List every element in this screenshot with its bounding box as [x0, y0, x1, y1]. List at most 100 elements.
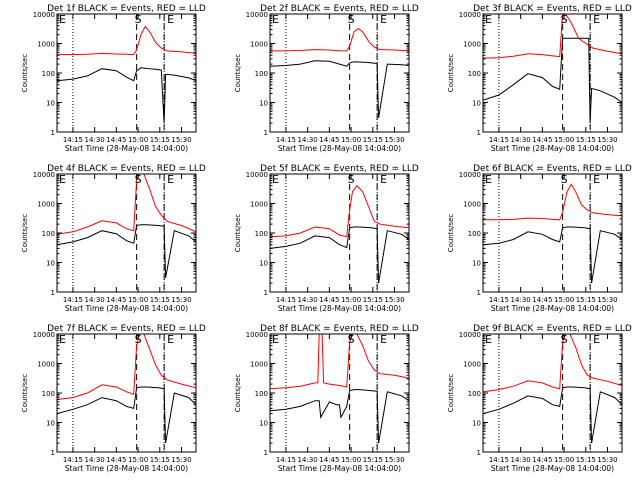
y-tick-label: 1000: [37, 361, 55, 369]
interval-marker-e-left: E: [485, 173, 492, 186]
interval-marker-s: S: [135, 173, 142, 186]
chart-title: Det 1f BLACK = Events, RED = LLD: [47, 4, 206, 14]
series-group: [483, 14, 622, 124]
interval-marker-s: S: [348, 13, 355, 26]
events-series-line: [483, 386, 622, 444]
interval-marker-e-left: E: [59, 173, 66, 186]
y-tick-label: 10: [472, 100, 481, 108]
y-tick-label: 100: [255, 70, 268, 78]
x-tick-label: 15:00: [554, 456, 574, 464]
x-tick-label: 15:30: [384, 136, 404, 144]
x-tick-label: 14:30: [511, 296, 531, 304]
x-tick-label: 14:45: [319, 296, 339, 304]
events-series-line: [270, 226, 409, 284]
x-axis-label: Start Time (28-May-08 14:04:00): [65, 464, 188, 473]
x-tick-label: 14:45: [106, 136, 126, 144]
x-tick-label: 15:30: [384, 296, 404, 304]
x-axis-label: Start Time (28-May-08 14:04:00): [491, 304, 614, 313]
x-tick-label: 15:15: [576, 296, 596, 304]
y-tick-label: 100: [42, 230, 55, 238]
x-tick-label: 15:00: [341, 456, 361, 464]
interval-marker-s: S: [348, 173, 355, 186]
y-tick-label: 1: [51, 129, 55, 137]
x-tick-label: 15:15: [363, 296, 383, 304]
y-tick-label: 10000: [246, 331, 268, 339]
x-tick-label: 15:15: [363, 136, 383, 144]
chart-title: Det 4f BLACK = Events, RED = LLD: [47, 164, 206, 174]
y-tick-label: 1000: [37, 201, 55, 209]
y-tick-label: 100: [468, 390, 481, 398]
x-axis-label: Start Time (28-May-08 14:04:00): [278, 464, 401, 473]
y-axis-label: Counts/sec: [234, 374, 242, 413]
series-group: [483, 183, 622, 284]
y-tick-label: 10000: [459, 11, 481, 19]
x-tick-label: 15:30: [171, 136, 191, 144]
events-series-line: [483, 226, 622, 284]
y-tick-label: 10: [472, 260, 481, 268]
y-tick-label: 100: [42, 70, 55, 78]
y-tick-label: 1: [477, 129, 481, 137]
interval-marker-e-right: E: [593, 173, 600, 186]
interval-marker-s: S: [561, 333, 568, 346]
lld-series-line: [483, 14, 622, 59]
lld-series-line: [270, 27, 409, 52]
x-axis-label: Start Time (28-May-08 14:04:00): [65, 144, 188, 153]
y-tick-label: 1: [51, 449, 55, 457]
interval-marker-e-right: E: [593, 13, 600, 26]
y-tick-label: 1000: [463, 361, 481, 369]
x-axis-label: Start Time (28-May-08 14:04:00): [491, 144, 614, 153]
interval-marker-e-left: E: [485, 333, 492, 346]
events-series-line: [57, 67, 196, 124]
x-tick-label: 14:30: [298, 456, 318, 464]
y-axis-label: Counts/sec: [447, 214, 455, 253]
x-tick-label: 15:30: [597, 296, 617, 304]
y-tick-label: 10000: [459, 171, 481, 179]
y-axis-label: Counts/sec: [447, 54, 455, 93]
y-tick-label: 10: [259, 420, 268, 428]
x-tick-label: 15:15: [150, 296, 170, 304]
interval-marker-e-left: E: [272, 13, 279, 26]
y-tick-label: 10000: [459, 331, 481, 339]
y-tick-label: 1: [477, 449, 481, 457]
y-tick-label: 10: [46, 420, 55, 428]
interval-marker-e-right: E: [167, 173, 174, 186]
interval-marker-e-left: E: [485, 13, 492, 26]
series-group: [57, 25, 196, 124]
x-axis-label: Start Time (28-May-08 14:04:00): [278, 304, 401, 313]
y-axis-label: Counts/sec: [21, 214, 29, 253]
y-tick-label: 10000: [33, 11, 55, 19]
y-tick-label: 10000: [246, 11, 268, 19]
y-tick-label: 10: [46, 260, 55, 268]
events-series-line: [57, 224, 196, 278]
events-series-line: [270, 389, 409, 444]
interval-marker-s: S: [135, 13, 142, 26]
y-axis-label: Counts/sec: [21, 54, 29, 93]
y-tick-label: 1: [264, 449, 268, 457]
y-tick-label: 10000: [246, 171, 268, 179]
x-tick-label: 15:00: [341, 296, 361, 304]
interval-marker-e-right: E: [380, 173, 387, 186]
y-tick-label: 1000: [250, 201, 268, 209]
events-series-line: [483, 37, 622, 124]
x-tick-label: 15:15: [363, 456, 383, 464]
y-tick-label: 10: [46, 100, 55, 108]
x-tick-label: 15:30: [384, 456, 404, 464]
x-tick-label: 14:30: [298, 296, 318, 304]
x-tick-label: 14:15: [489, 456, 509, 464]
lld-series-line: [483, 183, 622, 221]
x-tick-label: 15:15: [150, 136, 170, 144]
series-group: [57, 334, 196, 444]
interval-marker-e-right: E: [380, 333, 387, 346]
chart-title: Det 3f BLACK = Events, RED = LLD: [473, 4, 632, 14]
x-tick-label: 15:00: [128, 136, 148, 144]
y-tick-label: 100: [255, 390, 268, 398]
interval-marker-e-right: E: [593, 333, 600, 346]
x-tick-label: 14:30: [511, 136, 531, 144]
x-tick-label: 14:15: [63, 136, 83, 144]
